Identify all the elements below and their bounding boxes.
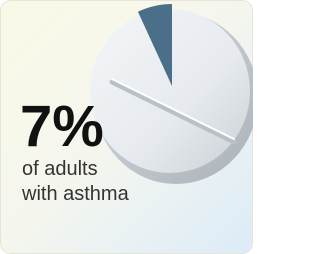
value-label: 7% — [20, 94, 104, 159]
chart: 7% of adults with asthma — [0, 0, 253, 254]
page: 7% of adults with asthma (() => { const … — [0, 0, 253, 254]
caption: of adults — [22, 158, 98, 180]
caption: with asthma — [21, 183, 130, 205]
